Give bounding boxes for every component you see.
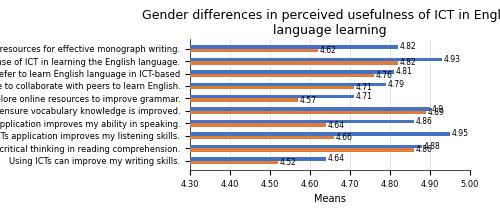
Bar xyxy=(190,132,450,136)
Text: 4.66: 4.66 xyxy=(336,133,352,142)
Bar xyxy=(190,98,298,102)
Legend: Female, Male: Female, Male xyxy=(281,217,379,218)
Bar xyxy=(190,145,422,148)
Text: 4.95: 4.95 xyxy=(452,129,468,138)
Text: 4.64: 4.64 xyxy=(328,121,344,129)
Text: 4.9: 4.9 xyxy=(432,105,444,114)
Bar xyxy=(190,45,398,49)
Text: 4.71: 4.71 xyxy=(356,92,372,101)
Text: 4.86: 4.86 xyxy=(416,117,432,126)
Text: 4.88: 4.88 xyxy=(424,142,440,151)
Bar xyxy=(190,58,442,61)
Text: 4.82: 4.82 xyxy=(400,43,416,51)
Text: 4.76: 4.76 xyxy=(376,71,392,80)
Text: 4.93: 4.93 xyxy=(444,55,460,64)
Text: 4.71: 4.71 xyxy=(356,83,372,92)
Text: 4.52: 4.52 xyxy=(280,158,296,167)
Text: 4.62: 4.62 xyxy=(320,46,336,55)
Text: 4.86: 4.86 xyxy=(416,145,432,154)
Bar xyxy=(190,157,326,161)
X-axis label: Means: Means xyxy=(314,194,346,204)
Bar xyxy=(190,70,394,73)
Text: 4.79: 4.79 xyxy=(388,80,404,89)
Bar xyxy=(190,120,414,123)
Bar xyxy=(190,49,318,52)
Text: 4.82: 4.82 xyxy=(400,58,416,67)
Bar xyxy=(190,73,374,77)
Text: 4.64: 4.64 xyxy=(328,154,344,163)
Bar xyxy=(190,86,354,89)
Bar xyxy=(190,107,430,111)
Bar xyxy=(190,123,326,127)
Bar xyxy=(190,136,334,139)
Bar xyxy=(190,61,398,65)
Bar xyxy=(190,95,354,98)
Bar xyxy=(190,111,426,114)
Text: 4.57: 4.57 xyxy=(300,96,316,105)
Bar xyxy=(190,82,386,86)
Bar xyxy=(190,148,414,152)
Text: 4.81: 4.81 xyxy=(396,67,412,76)
Title: Gender differences in perceived usefulness of ICT in English
language learning: Gender differences in perceived usefulne… xyxy=(142,9,500,37)
Bar xyxy=(190,161,278,164)
Text: 4.89: 4.89 xyxy=(428,108,444,117)
